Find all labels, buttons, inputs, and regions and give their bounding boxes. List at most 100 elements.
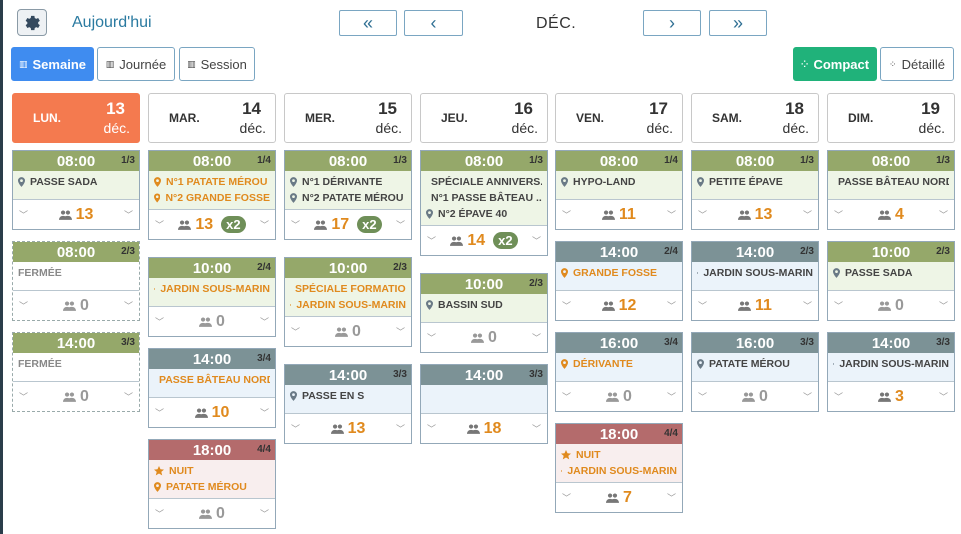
session-card[interactable]: 10:00 2/3 BASSIN SUD ﹀ 0 ﹀ (420, 273, 548, 353)
chevron-down-icon[interactable]: ﹀ (123, 301, 133, 311)
chevron-down-icon[interactable]: ﹀ (291, 424, 301, 434)
chevron-down-icon[interactable]: ﹀ (123, 392, 133, 402)
chevron-down-icon[interactable]: ﹀ (562, 493, 572, 503)
participants-count: 0 (335, 323, 361, 341)
chevron-down-icon[interactable]: ﹀ (698, 210, 708, 220)
session-index: 1/4 (257, 155, 271, 166)
settings-button[interactable] (17, 9, 47, 36)
chevron-down-icon[interactable]: ﹀ (395, 327, 405, 337)
session-card[interactable]: 16:00 3/3 PATATE MÉROU ﹀ 0 ﹀ (691, 332, 819, 412)
session-card[interactable]: 08:00 1/3 PETITE ÉPAVE ﹀ 13 ﹀ (691, 150, 819, 230)
chevron-down-icon[interactable]: ﹀ (562, 392, 572, 402)
session-card[interactable]: 10:00 2/3 SPÉCIALE FORMATIO... JARDIN SOU… (284, 257, 412, 347)
chevron-down-icon[interactable]: ﹀ (395, 424, 405, 434)
day-header[interactable]: DIM. 19 déc. (827, 93, 955, 143)
session-card[interactable]: 14:00 3/4 PASSE BÂTEAU NORD ﹀ 10 ﹀ (148, 348, 276, 428)
chevron-down-icon[interactable]: ﹀ (155, 509, 165, 519)
multiplier-badge: x2 (357, 216, 382, 233)
chevron-down-icon[interactable]: ﹀ (698, 301, 708, 311)
session-time-header: 08:00 1/3 (828, 151, 954, 171)
session-card[interactable]: 08:00 1/3 PASSE BÂTEAU NORD ﹀ 4 ﹀ (827, 150, 955, 230)
chevron-down-icon[interactable]: ﹀ (666, 392, 676, 402)
chevron-down-icon[interactable]: ﹀ (938, 301, 948, 311)
chevron-down-icon[interactable]: ﹀ (531, 424, 541, 434)
chevron-down-icon[interactable]: ﹀ (531, 333, 541, 343)
chevron-down-icon[interactable]: ﹀ (666, 301, 676, 311)
chevron-down-icon[interactable]: ﹀ (155, 408, 165, 418)
chevron-down-icon[interactable]: ﹀ (938, 210, 948, 220)
session-card[interactable]: 08:00 1/4 HYPO-LAND ﹀ 11 ﹀ (555, 150, 683, 230)
chevron-down-icon[interactable]: ﹀ (802, 392, 812, 402)
view-session-button[interactable]: ▥ Session (179, 47, 255, 81)
chevron-down-icon[interactable]: ﹀ (395, 220, 405, 230)
chevron-down-icon[interactable]: ﹀ (19, 301, 29, 311)
chevron-down-icon[interactable]: ﹀ (259, 317, 269, 327)
session-card[interactable]: 16:00 3/4 DÉRIVANTE ﹀ 0 ﹀ (555, 332, 683, 412)
chevron-down-icon[interactable]: ﹀ (155, 220, 165, 230)
chevron-down-icon[interactable]: ﹀ (155, 317, 165, 327)
session-card[interactable]: 14:00 3/3 ﹀ 18 ﹀ (420, 364, 548, 444)
chevron-down-icon[interactable]: ﹀ (562, 210, 572, 220)
session-index: 2/3 (529, 278, 543, 289)
view-week-button[interactable]: ▥ Semaine (11, 47, 94, 81)
map-pin-icon (154, 482, 161, 492)
chevron-down-icon[interactable]: ﹀ (19, 392, 29, 402)
chevron-down-icon[interactable]: ﹀ (834, 301, 844, 311)
next-button[interactable]: › (643, 10, 701, 36)
multiplier-badge: x2 (493, 232, 518, 249)
chevron-down-icon[interactable]: ﹀ (19, 210, 29, 220)
chevron-down-icon[interactable]: ﹀ (802, 301, 812, 311)
session-card[interactable]: 14:00 2/3 JARDIN SOUS-MARIN ﹀ 11 ﹀ (691, 241, 819, 321)
session-time: 10:00 (464, 275, 504, 293)
prev-prev-button[interactable]: « (339, 10, 397, 36)
chevron-down-icon[interactable]: ﹀ (291, 220, 301, 230)
session-card[interactable]: 18:00 4/4 NUIT PATATE MÉROU ﹀ 0 ﹀ (148, 439, 276, 529)
chevron-down-icon[interactable]: ﹀ (562, 301, 572, 311)
day-header[interactable]: MAR. 14 déc. (148, 93, 276, 143)
compact-button[interactable]: ⁘ Compact (793, 47, 877, 81)
chevron-down-icon[interactable]: ﹀ (698, 392, 708, 402)
day-number: 15 (378, 99, 397, 118)
prev-button[interactable]: ‹ (404, 10, 463, 36)
session-card[interactable]: 10:00 2/3 PASSE SADA ﹀ 0 ﹀ (827, 241, 955, 321)
session-body: SPÉCIALE ANNIVERS... N°1 PASSE BÂTEAU ...… (421, 171, 547, 226)
chevron-down-icon[interactable]: ﹀ (834, 392, 844, 402)
chevron-down-icon[interactable]: ﹀ (802, 210, 812, 220)
session-card[interactable]: 08:00 1/3 SPÉCIALE ANNIVERS... N°1 PASSE … (420, 150, 548, 256)
detailed-button[interactable]: ⁘ Détaillé (880, 47, 954, 81)
gear-icon (25, 15, 40, 30)
chevron-down-icon[interactable]: ﹀ (427, 333, 437, 343)
session-card[interactable]: 14:00 3/3 JARDIN SOUS-MARIN ﹀ 3 ﹀ (827, 332, 955, 412)
chevron-down-icon[interactable]: ﹀ (291, 327, 301, 337)
session-card[interactable]: 18:00 4/4 NUIT JARDIN SOUS-MARIN ﹀ 7 ﹀ (555, 423, 683, 513)
day-header[interactable]: JEU. 16 déc. (420, 93, 548, 143)
session-card[interactable]: 10:00 2/4 JARDIN SOUS-MARIN ﹀ 0 ﹀ (148, 257, 276, 337)
chevron-down-icon[interactable]: ﹀ (259, 220, 269, 230)
chevron-down-icon[interactable]: ﹀ (666, 493, 676, 503)
session-card[interactable]: 14:00 3/3 PASSE EN S ﹀ 13 ﹀ (284, 364, 412, 444)
next-next-button[interactable]: » (709, 10, 767, 36)
people-icon (335, 326, 349, 337)
chevron-down-icon[interactable]: ﹀ (531, 236, 541, 246)
chevron-down-icon[interactable]: ﹀ (259, 509, 269, 519)
session-card[interactable]: 08:00 1/4 N°1 PATATE MÉROU N°2 GRANDE FOS… (148, 150, 276, 240)
chevron-down-icon[interactable]: ﹀ (259, 408, 269, 418)
day-header[interactable]: VEN. 17 déc. (555, 93, 683, 143)
session-card[interactable]: 08:00 2/3 FERMÉE ﹀ 0 ﹀ (12, 241, 140, 321)
chevron-down-icon[interactable]: ﹀ (666, 210, 676, 220)
chevron-down-icon[interactable]: ﹀ (427, 236, 437, 246)
day-header[interactable]: LUN. 13 déc. (12, 93, 140, 143)
chevron-down-icon[interactable]: ﹀ (938, 392, 948, 402)
day-header[interactable]: SAM. 18 déc. (691, 93, 819, 143)
today-link[interactable]: Aujourd'hui (72, 14, 152, 31)
chevron-down-icon[interactable]: ﹀ (123, 210, 133, 220)
view-day-button[interactable]: ▥ Journée (97, 47, 175, 81)
session-card[interactable]: 14:00 3/3 FERMÉE ﹀ 0 ﹀ (12, 332, 140, 412)
session-card[interactable]: 08:00 1/3 PASSE SADA ﹀ 13 ﹀ (12, 150, 140, 230)
session-card[interactable]: 14:00 2/4 GRANDE FOSSE ﹀ 12 ﹀ (555, 241, 683, 321)
session-card[interactable]: 08:00 1/3 N°1 DÉRIVANTE N°2 PATATE MÉROU … (284, 150, 412, 240)
chevron-down-icon[interactable]: ﹀ (427, 424, 437, 434)
session-time: 14:00 (871, 334, 911, 352)
chevron-down-icon[interactable]: ﹀ (834, 210, 844, 220)
day-header[interactable]: MER. 15 déc. (284, 93, 412, 143)
